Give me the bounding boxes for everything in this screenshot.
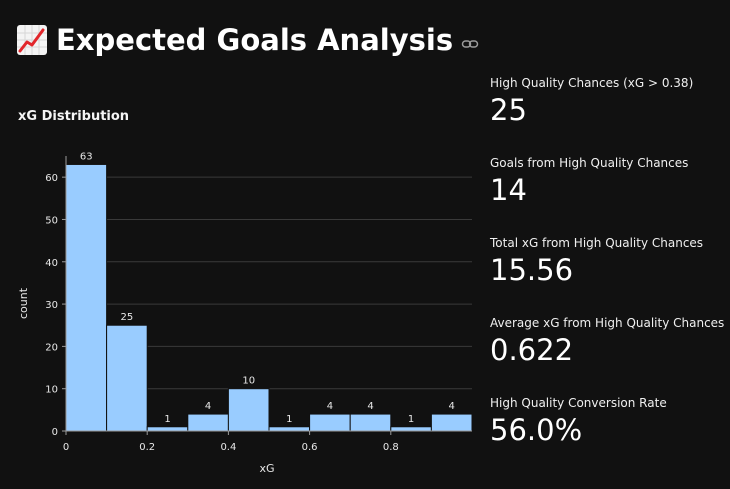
bar-data-label: 4	[327, 401, 333, 412]
bar-data-label: 10	[242, 376, 255, 387]
bar-data-label: 4	[449, 401, 455, 412]
metric-value: 25	[490, 93, 527, 127]
y-tick-label: 10	[45, 385, 58, 396]
x-tick-label: 0.6	[302, 442, 318, 453]
y-axis-label: count	[17, 287, 30, 319]
metric-value: 14	[490, 173, 527, 207]
metric-average-xg: Average xG from High Quality Chances 0.6…	[490, 316, 725, 366]
histogram-bar	[309, 413, 351, 432]
xg-histogram-chart: 63 25 1 4 10 1 4 4 1 4 0 10 20 30 40 50 60 0 0.2 0.4 0.6 0.8…	[17, 151, 473, 475]
histogram-bar	[268, 426, 311, 432]
metric-label: High Quality Chances (xG > 0.38)	[490, 76, 694, 90]
y-tick-label: 0	[52, 427, 58, 438]
bar-layer	[65, 163, 473, 432]
x-tick-label: 0	[63, 442, 69, 453]
metric-goals-high-quality: Goals from High Quality Chances 14	[490, 156, 725, 206]
metric-conversion-rate: High Quality Conversion Rate 56.0%	[490, 396, 725, 446]
bar-data-label: 1	[408, 414, 414, 425]
metric-high-quality-chances: High Quality Chances (xG > 0.38) 25	[490, 76, 725, 126]
y-tick-label: 30	[45, 300, 58, 311]
histogram-bar	[390, 426, 432, 432]
metric-label: Average xG from High Quality Chances	[490, 316, 725, 330]
grid-layer	[66, 176, 472, 390]
x-tick-label: 0.8	[383, 442, 399, 453]
bar-data-label: 4	[367, 401, 373, 412]
chart-title: xG Distribution	[18, 109, 130, 124]
metric-value: 0.622	[490, 333, 574, 367]
bar-data-label: 4	[205, 401, 211, 412]
metric-total-xg: Total xG from High Quality Chances 15.56	[490, 236, 725, 286]
chart-increasing-icon	[17, 25, 47, 55]
histogram-bar	[430, 413, 473, 432]
page-header: Expected Goals Analysis	[16, 18, 479, 62]
data-label-layer: 63 25 1 4 10 1 4 4 1 4	[80, 151, 455, 424]
bar-data-label: 1	[286, 414, 292, 425]
x-tick-label: 0.2	[139, 442, 155, 453]
x-axis-label: xG	[259, 462, 274, 475]
y-tick-label: 60	[45, 173, 58, 184]
metric-value: 15.56	[490, 253, 574, 287]
metric-label: Goals from High Quality Chances	[490, 156, 689, 170]
y-tick-label: 40	[45, 258, 58, 269]
histogram-bar	[227, 388, 270, 432]
y-tick-label: 50	[45, 215, 58, 226]
histogram-bar	[187, 413, 229, 432]
metric-value: 56.0%	[490, 413, 583, 447]
histogram-bar	[106, 324, 148, 432]
histogram-bar	[65, 163, 108, 432]
link-icon[interactable]	[461, 35, 479, 53]
histogram-bar	[349, 413, 392, 432]
page-title: Expected Goals Analysis	[56, 23, 454, 57]
bar-data-label: 63	[80, 151, 93, 162]
metric-label: Total xG from High Quality Chances	[490, 236, 704, 250]
axis-layer: 0 10 20 30 40 50 60 0 0.2 0.4 0.6 0.8 xG count	[17, 156, 472, 475]
x-tick-label: 0.4	[220, 442, 236, 453]
metric-label: High Quality Conversion Rate	[490, 396, 667, 410]
bar-data-label: 1	[164, 414, 170, 425]
y-tick-label: 20	[45, 342, 58, 353]
histogram-bar	[146, 426, 189, 432]
bar-data-label: 25	[121, 312, 134, 323]
